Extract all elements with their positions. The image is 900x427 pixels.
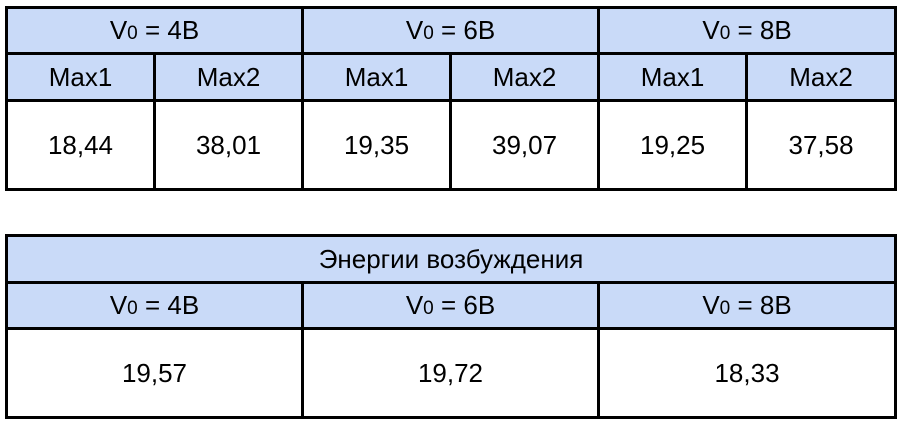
max2-value-4v: 38,01 bbox=[152, 99, 305, 191]
maxima-column-header-row: Max1 Max2 Max1 Max2 Max1 Max2 bbox=[5, 52, 898, 102]
voltage-header-4v: V0 = 4В bbox=[4, 6, 305, 55]
energy-value-6v: 19,72 bbox=[301, 327, 600, 419]
energy-values-row: 19,57 19,72 18,33 bbox=[5, 327, 898, 419]
max1-header-8v: Max1 bbox=[597, 52, 749, 102]
maxima-table: V0 = 4В V0 = 6В V0 = 8В Max1 Max2 Max1 M… bbox=[4, 6, 898, 191]
max1-value-4v: 18,44 bbox=[5, 99, 156, 191]
energy-title-row: Энергии возбуждения bbox=[4, 234, 898, 284]
energy-value-8v: 18,33 bbox=[596, 327, 898, 419]
energy-table-title: Энергии возбуждения bbox=[4, 234, 898, 284]
energy-header-8v: V0 = 8В bbox=[596, 281, 898, 330]
max1-value-8v: 19,25 bbox=[597, 99, 749, 191]
maxima-values-row: 18,44 38,01 19,35 39,07 19,25 37,58 bbox=[5, 99, 898, 191]
maxima-voltage-header-row: V0 = 4В V0 = 6В V0 = 8В bbox=[4, 6, 898, 55]
energy-voltage-header-row: V0 = 4В V0 = 6В V0 = 8В bbox=[5, 281, 898, 330]
max1-value-6v: 19,35 bbox=[301, 99, 453, 191]
voltage-header-8v: V0 = 8В bbox=[597, 6, 898, 55]
max1-header-4v: Max1 bbox=[5, 52, 156, 102]
max2-value-6v: 39,07 bbox=[449, 99, 601, 191]
max2-header-4v: Max2 bbox=[152, 52, 305, 102]
max2-value-8v: 37,58 bbox=[745, 99, 898, 191]
energy-header-4v: V0 = 4В bbox=[5, 281, 304, 330]
excitation-energy-table: Энергии возбуждения V0 = 4В V0 = 6В V0 =… bbox=[4, 234, 898, 419]
max2-header-8v: Max2 bbox=[745, 52, 898, 102]
voltage-header-6v: V0 = 6В bbox=[301, 6, 601, 55]
energy-value-4v: 19,57 bbox=[5, 327, 304, 419]
energy-header-6v: V0 = 6В bbox=[301, 281, 600, 330]
max2-header-6v: Max2 bbox=[449, 52, 601, 102]
max1-header-6v: Max1 bbox=[301, 52, 453, 102]
